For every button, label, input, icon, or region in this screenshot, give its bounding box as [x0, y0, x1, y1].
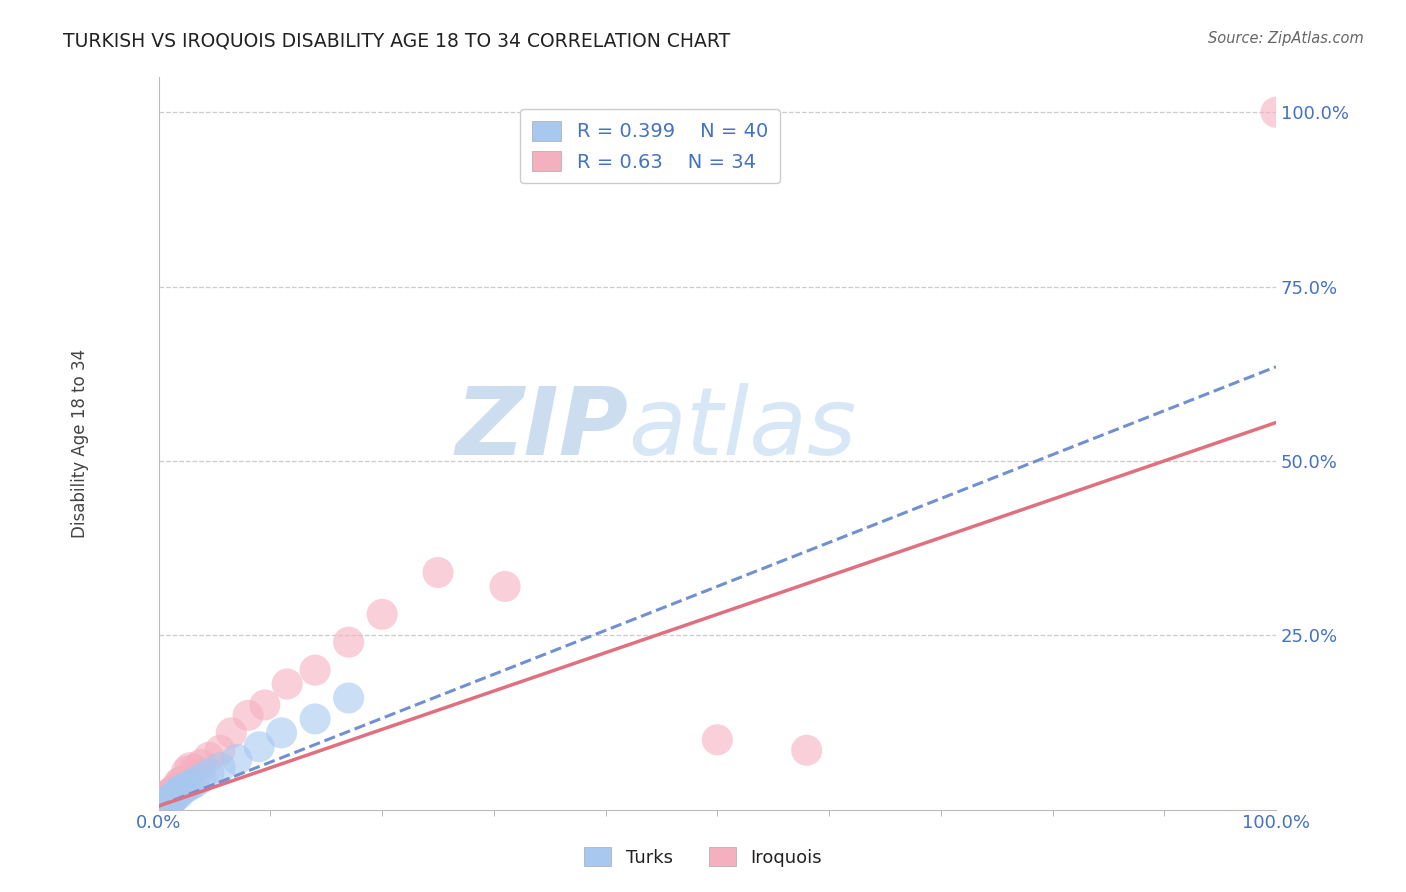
- Point: [276, 677, 298, 691]
- Legend: Turks, Iroquois: Turks, Iroquois: [576, 840, 830, 874]
- Point: [160, 787, 183, 801]
- Y-axis label: Disability Age 18 to 34: Disability Age 18 to 34: [72, 349, 89, 538]
- Point: [155, 797, 177, 812]
- Point: [183, 776, 205, 790]
- Point: [706, 732, 728, 747]
- Point: [160, 785, 183, 799]
- Point: [337, 690, 360, 705]
- Point: [166, 785, 188, 799]
- Point: [150, 792, 173, 806]
- Point: [170, 774, 193, 789]
- Point: [152, 799, 174, 814]
- Point: [494, 579, 516, 593]
- Point: [247, 739, 270, 754]
- Point: [427, 566, 450, 580]
- Point: [198, 766, 221, 780]
- Point: [304, 712, 326, 726]
- Point: [270, 726, 292, 740]
- Legend: R = 0.399    N = 40, R = 0.63    N = 34: R = 0.399 N = 40, R = 0.63 N = 34: [520, 109, 780, 183]
- Point: [190, 757, 212, 772]
- Point: [155, 796, 177, 810]
- Point: [156, 794, 179, 808]
- Point: [157, 797, 180, 811]
- Point: [149, 802, 172, 816]
- Point: [221, 726, 243, 740]
- Point: [166, 780, 188, 795]
- Point: [163, 789, 186, 804]
- Point: [149, 801, 172, 815]
- Point: [162, 791, 184, 805]
- Point: [160, 793, 183, 807]
- Point: [165, 789, 187, 803]
- Point: [155, 798, 177, 813]
- Point: [153, 797, 176, 811]
- Point: [236, 708, 259, 723]
- Point: [150, 799, 173, 814]
- Point: [156, 797, 179, 811]
- Point: [155, 794, 177, 808]
- Point: [225, 752, 247, 766]
- Point: [150, 800, 173, 814]
- Point: [149, 800, 172, 814]
- Text: TURKISH VS IROQUOIS DISABILITY AGE 18 TO 34 CORRELATION CHART: TURKISH VS IROQUOIS DISABILITY AGE 18 TO…: [63, 31, 731, 50]
- Point: [796, 743, 818, 757]
- Point: [153, 799, 176, 814]
- Point: [149, 794, 172, 808]
- Point: [179, 761, 201, 775]
- Text: ZIP: ZIP: [456, 383, 628, 475]
- Point: [176, 764, 198, 779]
- Point: [157, 793, 180, 807]
- Point: [152, 796, 174, 810]
- Point: [160, 794, 183, 808]
- Point: [337, 635, 360, 649]
- Point: [159, 789, 181, 803]
- Point: [170, 783, 193, 797]
- Point: [156, 791, 179, 805]
- Point: [159, 796, 181, 810]
- Point: [149, 797, 172, 811]
- Point: [155, 789, 177, 803]
- Point: [159, 792, 181, 806]
- Point: [167, 787, 190, 801]
- Point: [190, 771, 212, 785]
- Point: [183, 762, 205, 776]
- Text: Source: ZipAtlas.com: Source: ZipAtlas.com: [1208, 31, 1364, 46]
- Point: [371, 607, 394, 622]
- Point: [157, 787, 180, 801]
- Point: [1265, 105, 1288, 120]
- Point: [163, 783, 186, 797]
- Text: atlas: atlas: [628, 384, 856, 475]
- Point: [198, 750, 221, 764]
- Point: [253, 698, 276, 712]
- Point: [152, 798, 174, 813]
- Point: [304, 663, 326, 677]
- Point: [176, 780, 198, 795]
- Point: [166, 787, 188, 801]
- Point: [209, 743, 232, 757]
- Point: [167, 776, 190, 790]
- Point: [172, 781, 194, 796]
- Point: [209, 761, 232, 775]
- Point: [153, 789, 176, 804]
- Point: [179, 778, 201, 792]
- Point: [155, 797, 177, 811]
